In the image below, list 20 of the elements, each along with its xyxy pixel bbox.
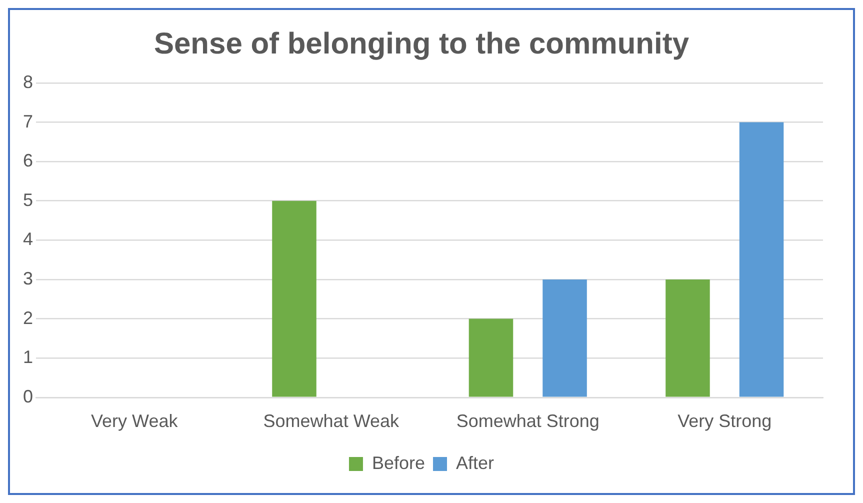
- bar: [739, 122, 784, 397]
- x-tick-label: Very Weak: [91, 411, 179, 432]
- y-tick-label: 5: [22, 190, 34, 210]
- bar: [272, 200, 316, 397]
- y-tick-label: 6: [22, 150, 34, 171]
- bar: [666, 280, 710, 397]
- x-tick-label: Somewhat Weak: [263, 411, 400, 432]
- x-tick-label: Somewhat Strong: [456, 411, 600, 432]
- legend-label: Before: [372, 452, 426, 473]
- bar: [542, 280, 587, 397]
- y-tick-label: 0: [22, 386, 34, 406]
- y-tick-label: 2: [22, 308, 34, 328]
- bar: [468, 318, 514, 397]
- y-tick-label: 1: [22, 347, 34, 368]
- y-tick-label: 3: [22, 268, 34, 288]
- y-tick-label: 4: [22, 229, 34, 250]
- x-tick-label: Very Strong: [678, 411, 772, 432]
- y-tick-label: 8: [22, 72, 34, 92]
- y-tick-label: 7: [22, 111, 34, 132]
- chart-title: Sense of belonging to the community: [154, 27, 690, 60]
